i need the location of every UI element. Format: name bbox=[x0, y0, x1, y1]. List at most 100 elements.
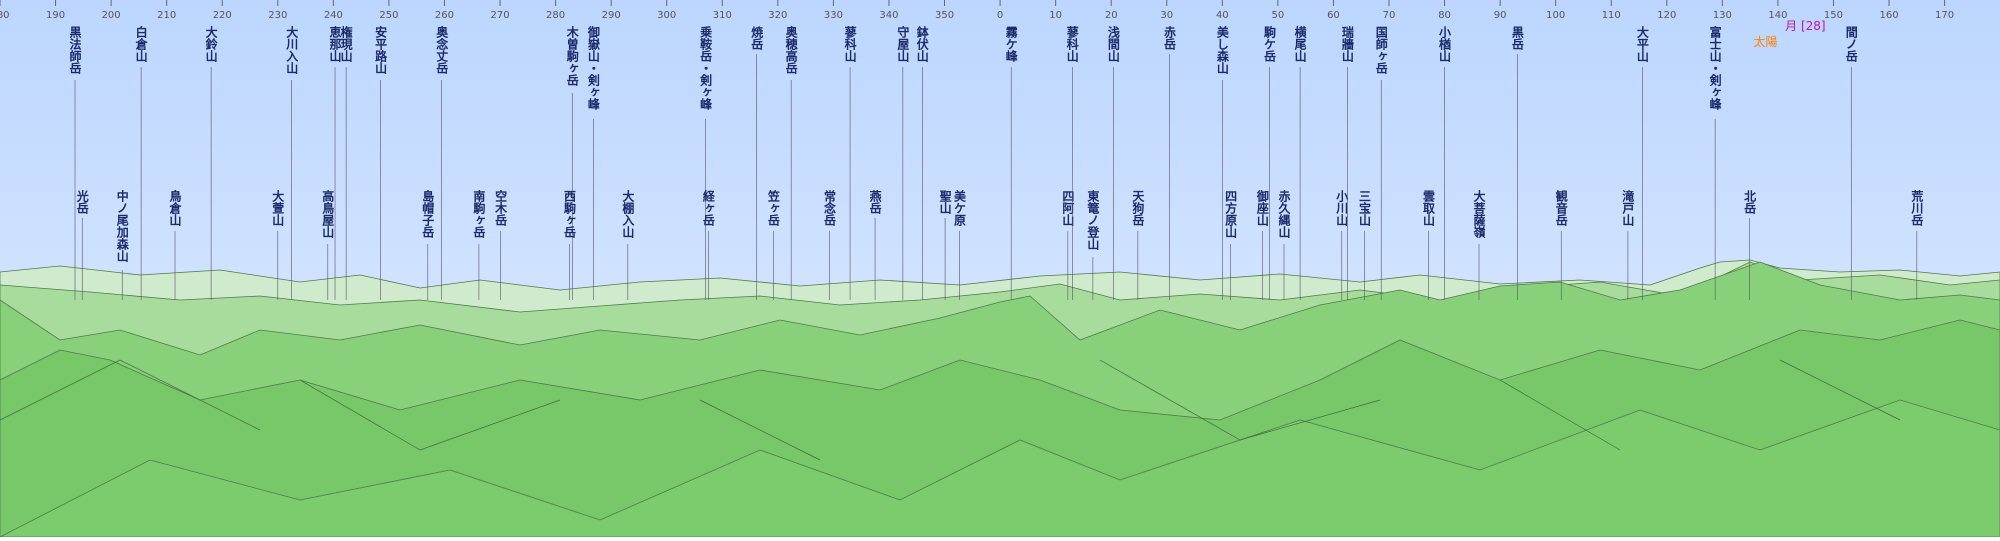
tick-label: 50 bbox=[1272, 10, 1285, 21]
tick-label: 70 bbox=[1383, 10, 1396, 21]
tick-label: 80 bbox=[1438, 10, 1451, 21]
peak-label: 瑞牆山 bbox=[1340, 25, 1354, 63]
peak-label: 大萱山 bbox=[271, 189, 285, 227]
peak-label: 燕岳 bbox=[868, 189, 882, 215]
tick-label: 110 bbox=[1602, 10, 1621, 21]
peak-label: 経ヶ岳 bbox=[701, 189, 715, 227]
peak-label: 大鈴山 bbox=[204, 25, 218, 63]
tick-label: 120 bbox=[1657, 10, 1676, 21]
peak-label: 御嶽山・剣ヶ峰 bbox=[586, 25, 600, 111]
peak-label: 聖山 bbox=[938, 190, 952, 215]
peak-label: 守屋山 bbox=[896, 25, 910, 63]
tick-label: 30 bbox=[1160, 10, 1173, 21]
peak-label: 美ケ原 bbox=[953, 189, 967, 227]
peak-label: 小楢山 bbox=[1438, 25, 1452, 63]
peak-label: 美し森山 bbox=[1215, 25, 1229, 75]
tick-label: 130 bbox=[1713, 10, 1732, 21]
peak-label: 木曽駒ヶ岳 bbox=[565, 25, 579, 87]
peak-label: 四阿山 bbox=[1061, 190, 1075, 227]
tick-label: 90 bbox=[1494, 10, 1507, 21]
peak-label: 空木岳 bbox=[494, 189, 508, 227]
tick-label: 40 bbox=[1216, 10, 1229, 21]
peak-label: 鳥倉山 bbox=[168, 189, 182, 227]
peak-label: 大棚入山 bbox=[621, 189, 635, 239]
tick-label: 180 bbox=[0, 10, 10, 21]
peak-label: 焼岳 bbox=[750, 25, 764, 51]
tick-label: 220 bbox=[213, 10, 232, 21]
tick-label: 160 bbox=[1879, 10, 1898, 21]
tick-label: 350 bbox=[935, 10, 954, 21]
peak-label: 荒川岳 bbox=[1910, 189, 1924, 227]
peak-label: 権現山 bbox=[339, 25, 353, 63]
tick-label: 190 bbox=[46, 10, 65, 21]
terrain bbox=[0, 259, 2000, 538]
tick-label: 150 bbox=[1824, 10, 1843, 21]
tick-label: 340 bbox=[879, 10, 898, 21]
peak-label: 恵那山 bbox=[328, 25, 342, 63]
peak-label: 大平山 bbox=[1635, 25, 1649, 63]
peak-label: 横尾山 bbox=[1293, 25, 1307, 63]
peak-label: 国師ヶ岳 bbox=[1374, 26, 1388, 75]
peak-label: 霧ケ峰 bbox=[1004, 26, 1018, 63]
peak-label: 駒ケ岳 bbox=[1263, 25, 1277, 63]
peak-label: 天狗岳 bbox=[1131, 190, 1145, 227]
peak-label: 浅間山 bbox=[1106, 25, 1120, 63]
peak-label: 高鳥屋山 bbox=[321, 189, 335, 239]
peak-label: 大川入山 bbox=[285, 25, 299, 75]
peak-label: 富士山・剣ヶ峰 bbox=[1708, 25, 1722, 111]
tick-label: 20 bbox=[1105, 10, 1118, 21]
peak-label: 西駒ヶ岳 bbox=[562, 190, 576, 239]
peak-label: 三宝山 bbox=[1358, 190, 1372, 227]
tick-label: 100 bbox=[1546, 10, 1565, 21]
tick-label: 280 bbox=[546, 10, 565, 21]
tick-label: 140 bbox=[1768, 10, 1787, 21]
tick-label: 0 bbox=[997, 10, 1003, 21]
peak-label: 中ノ尾加森山 bbox=[115, 189, 129, 263]
tick-label: 10 bbox=[1049, 10, 1062, 21]
peak-label: 観音岳 bbox=[1554, 189, 1568, 227]
tick-label: 330 bbox=[824, 10, 843, 21]
peak-label: 間ノ岳 bbox=[1844, 26, 1858, 63]
tick-label: 290 bbox=[602, 10, 621, 21]
tick-label: 270 bbox=[490, 10, 509, 21]
tick-label: 250 bbox=[379, 10, 398, 21]
peak-label: 赤岳 bbox=[1163, 25, 1177, 51]
peak-label: 御座山 bbox=[1255, 189, 1269, 227]
peak-label: 安平路山 bbox=[374, 25, 388, 75]
tick-label: 260 bbox=[435, 10, 454, 21]
tick-label: 300 bbox=[657, 10, 676, 21]
peak-label: 北岳 bbox=[1743, 189, 1757, 215]
tick-label: 170 bbox=[1935, 10, 1954, 21]
peak-label: 蓼科山 bbox=[843, 25, 857, 63]
peak-label: 小川山 bbox=[1335, 189, 1349, 227]
ridge-lines bbox=[0, 359, 1901, 461]
tick-label: 210 bbox=[157, 10, 176, 21]
peak-label: 東篭ノ登山 bbox=[1086, 189, 1100, 251]
celestial-label: 太陽 bbox=[1753, 34, 1777, 49]
peak-label: 笠ヶ岳 bbox=[766, 189, 780, 227]
celestial-label: 月 [28] bbox=[1785, 19, 1825, 33]
peak-label: 常念岳 bbox=[823, 189, 837, 227]
peak-label: 島帽子岳 bbox=[421, 189, 435, 239]
peak-label: 雲取山 bbox=[1421, 190, 1435, 227]
peak-label: 蓼科山 bbox=[1065, 25, 1079, 63]
tick-label: 230 bbox=[268, 10, 287, 21]
tick-label: 200 bbox=[102, 10, 121, 21]
peak-label: 黒岳 bbox=[1510, 26, 1524, 51]
peak-label: 四方原山 bbox=[1224, 190, 1238, 239]
peak-label: 奥穂高岳 bbox=[784, 25, 798, 75]
tick-label: 320 bbox=[768, 10, 787, 21]
peak-label: 光岳 bbox=[75, 189, 89, 215]
peak-label: 乗鞍岳・剣ヶ峰 bbox=[699, 26, 713, 111]
peak-label: 大菩薩嶺 bbox=[1472, 189, 1486, 239]
peak-label: 奥念丈岳 bbox=[435, 25, 449, 75]
peak-label: 黒法師岳 bbox=[68, 26, 82, 75]
peak-label: 鉢伏山 bbox=[915, 25, 929, 63]
peak-label: 白倉山 bbox=[134, 25, 148, 63]
tick-label: 310 bbox=[713, 10, 732, 21]
peak-label: 滝戸山 bbox=[1621, 189, 1635, 227]
tick-label: 60 bbox=[1327, 10, 1340, 21]
peak-label: 赤久縄山 bbox=[1277, 189, 1291, 239]
